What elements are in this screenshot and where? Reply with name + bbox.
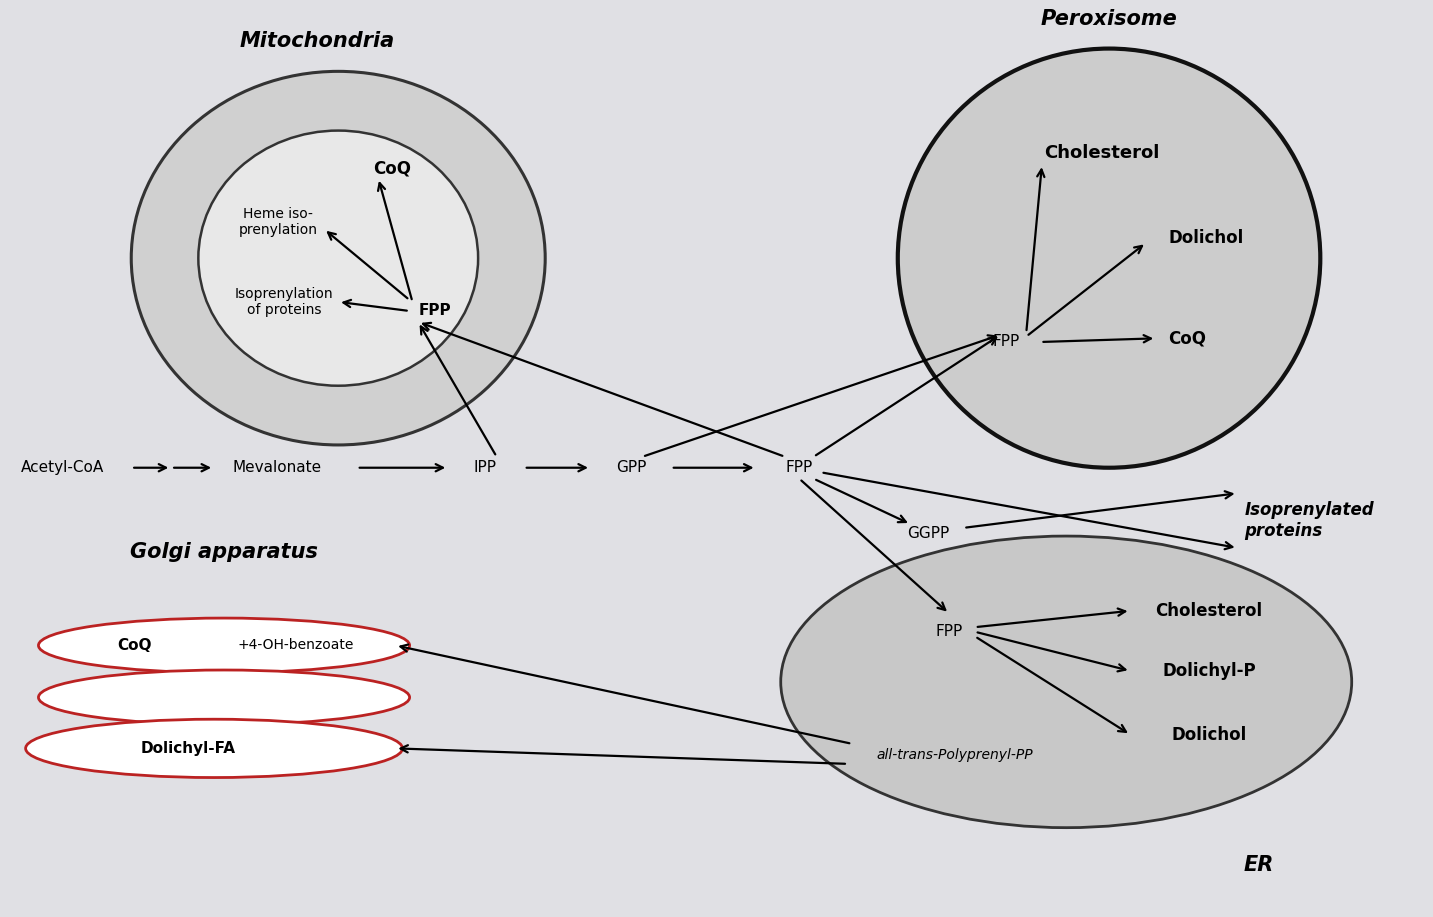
Text: Mitochondria: Mitochondria xyxy=(239,31,394,51)
Text: FPP: FPP xyxy=(936,624,963,639)
Text: FPP: FPP xyxy=(785,460,813,475)
Ellipse shape xyxy=(39,670,410,724)
Text: Isoprenylated
proteins: Isoprenylated proteins xyxy=(1245,502,1374,540)
Text: Golgi apparatus: Golgi apparatus xyxy=(130,542,318,561)
Text: Peroxisome: Peroxisome xyxy=(1040,8,1178,28)
Text: Mevalonate: Mevalonate xyxy=(232,460,321,475)
Text: CoQ: CoQ xyxy=(1168,329,1207,348)
Text: FPP: FPP xyxy=(993,335,1020,349)
Text: +4-OH-benzoate: +4-OH-benzoate xyxy=(238,638,354,652)
Text: Dolichol: Dolichol xyxy=(1171,725,1247,744)
Text: Heme iso-
prenylation: Heme iso- prenylation xyxy=(239,206,318,237)
Text: FPP: FPP xyxy=(418,304,451,318)
Ellipse shape xyxy=(898,49,1320,468)
Text: Dolichyl-FA: Dolichyl-FA xyxy=(140,741,236,756)
Text: IPP: IPP xyxy=(474,460,497,475)
Text: Cholesterol: Cholesterol xyxy=(1155,602,1262,620)
Text: Dolichyl-P: Dolichyl-P xyxy=(1162,662,1255,679)
Ellipse shape xyxy=(132,72,545,445)
Ellipse shape xyxy=(26,719,403,778)
Text: Acetyl-CoA: Acetyl-CoA xyxy=(21,460,105,475)
Text: Cholesterol: Cholesterol xyxy=(1045,144,1159,162)
Text: CoQ: CoQ xyxy=(374,160,411,178)
Text: Isoprenylation
of proteins: Isoprenylation of proteins xyxy=(235,287,334,317)
Ellipse shape xyxy=(781,536,1351,828)
Text: GGPP: GGPP xyxy=(907,525,949,541)
Text: Dolichol: Dolichol xyxy=(1168,229,1244,247)
Text: ER: ER xyxy=(1244,855,1274,875)
Ellipse shape xyxy=(198,130,479,386)
Text: all-trans-Polyprenyl-PP: all-trans-Polyprenyl-PP xyxy=(877,747,1033,762)
Ellipse shape xyxy=(39,618,410,673)
Text: CoQ: CoQ xyxy=(118,638,152,653)
Text: GPP: GPP xyxy=(616,460,646,475)
